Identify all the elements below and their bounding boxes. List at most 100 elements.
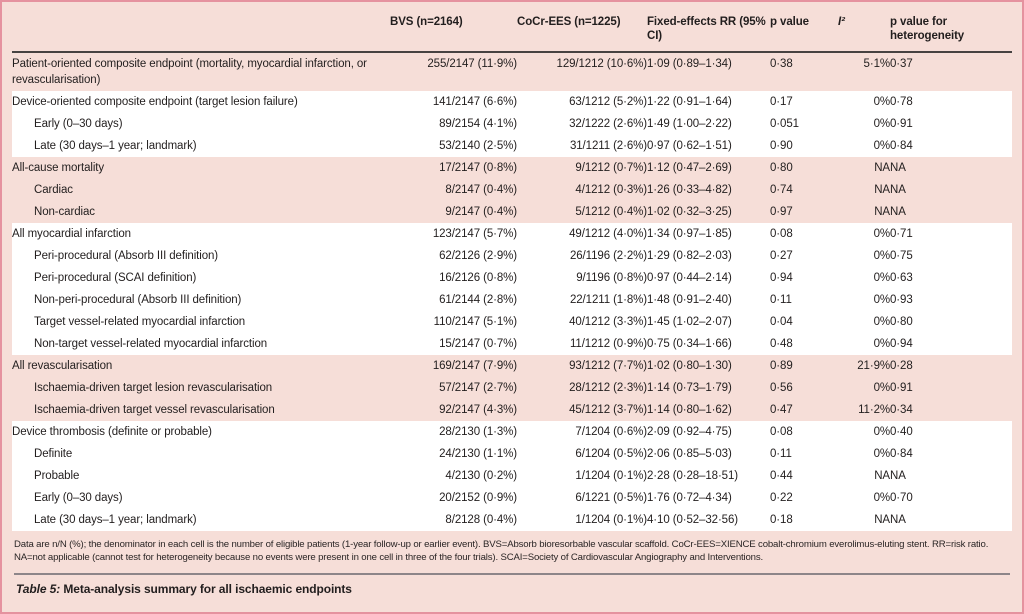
cell-cocr_ees: 63/1212 (5·2%) <box>569 96 647 108</box>
cell-p_value: 0·051 <box>770 118 799 130</box>
cell-i2: NA <box>874 162 890 174</box>
cell-cocr_ees: 5/1212 (0·4%) <box>575 206 647 218</box>
cell-rr: 0·97 (0·62–1·51) <box>647 140 732 152</box>
cell-p_het: 0·84 <box>890 140 913 152</box>
cell-p_het: 0·75 <box>890 250 913 262</box>
row-label: Ischaemia-driven target vessel revascula… <box>34 404 275 416</box>
cell-i2: 0% <box>873 382 891 394</box>
cell-bvs: 255/2147 (11·9%) <box>427 58 517 70</box>
cell-i2: 0% <box>873 272 891 284</box>
cell-i2: 0% <box>873 250 891 262</box>
table-row: Peri-procedural (SCAI definition) 16/2126… <box>12 267 1012 289</box>
cell-p_value: 0·94 <box>770 272 793 284</box>
cell-i2: 0% <box>873 294 891 306</box>
row-label: Early (0–30 days) <box>34 118 123 130</box>
column-header-p_value: p value <box>770 16 809 28</box>
cell-bvs: 8/2128 (0·4%) <box>445 514 517 526</box>
cell-p_value: 0·11 <box>770 448 792 460</box>
cell-rr: 1·34 (0·97–1·85) <box>647 228 732 240</box>
cell-i2: 0% <box>873 118 891 130</box>
cell-p_value: 0·47 <box>770 404 793 416</box>
table-row: Cardiac 8/2147 (0·4%) 4/1212 (0·3%) 1·26 (0… <box>12 179 1012 201</box>
cell-cocr_ees: 6/1204 (0·5%) <box>575 448 647 460</box>
cell-cocr_ees: 49/1212 (4·0%) <box>569 228 647 240</box>
row-label: Non-target vessel-related myocardial inf… <box>34 338 268 350</box>
cell-p_het: 0·40 <box>890 426 913 438</box>
cell-rr: 1·76 (0·72–4·34) <box>647 492 732 504</box>
cell-i2: 0% <box>873 316 891 328</box>
cell-p_value: 0·22 <box>770 492 793 504</box>
row-label: Patient-oriented composite endpoint (mor… <box>12 58 367 86</box>
row-label: Definite <box>34 448 73 460</box>
cell-p_het: 0·78 <box>890 96 913 108</box>
cell-p_het: 0·63 <box>890 272 913 284</box>
cell-cocr_ees: 28/1212 (2·3%) <box>569 382 647 394</box>
cell-bvs: 92/2147 (4·3%) <box>439 404 517 416</box>
table-row: All revascularisation 169/2147 (7·9%) 93/1… <box>12 355 1012 377</box>
cell-p_value: 0·90 <box>770 140 793 152</box>
cell-p_value: 0·44 <box>770 470 793 482</box>
cell-p_value: 0·08 <box>770 228 793 240</box>
table-header-row: BVS (n=2164) CoCr-EES (n=1225) Fixed-effec… <box>12 10 1012 52</box>
cell-p_het: 0·94 <box>890 338 913 350</box>
cell-cocr_ees: 1/1204 (0·1%) <box>575 514 647 526</box>
cell-p_het: 0·80 <box>890 316 913 328</box>
cell-cocr_ees: 40/1212 (3·3%) <box>569 316 647 328</box>
cell-p_value: 0·18 <box>770 514 793 526</box>
cell-rr: 1·02 (0·80–1·30) <box>647 360 732 372</box>
cell-bvs: 57/2147 (2·7%) <box>439 382 517 394</box>
cell-p_value: 0·56 <box>770 382 793 394</box>
cell-bvs: 17/2147 (0·8%) <box>439 162 517 174</box>
column-header-cocr_ees: CoCr-EES (n=1225) <box>517 16 621 28</box>
cell-rr: 4·10 (0·52–32·56) <box>647 514 738 526</box>
cell-p_het: 0·28 <box>890 360 913 372</box>
column-header-endpoint <box>12 10 390 52</box>
cell-rr: 2·28 (0·28–18·51) <box>647 470 738 482</box>
cell-bvs: 62/2126 (2·9%) <box>439 250 517 262</box>
cell-p_het: 0·70 <box>890 492 913 504</box>
caption-number: Table 5: <box>16 582 61 596</box>
cell-i2: 11·2% <box>858 404 890 416</box>
cell-rr: 2·09 (0·92–4·75) <box>647 426 732 438</box>
cell-bvs: 4/2130 (0·2%) <box>445 470 517 482</box>
cell-rr: 0·97 (0·44–2·14) <box>647 272 732 284</box>
table-row: Non-peri-procedural (Absorb III definiti… <box>12 289 1012 311</box>
cell-i2: NA <box>874 470 890 482</box>
cell-bvs: 141/2147 (6·6%) <box>432 96 517 108</box>
cell-p_het: 0·37 <box>890 58 913 70</box>
cell-cocr_ees: 129/1212 (10·6%) <box>556 58 648 70</box>
cell-bvs: 110/2147 (5·1%) <box>433 316 517 328</box>
column-header-p_het: p value for heterogeneity <box>890 16 965 42</box>
cell-bvs: 16/2126 (0·8%) <box>439 272 517 284</box>
table-row: All myocardial infarction 123/2147 (5·7%)… <box>12 223 1012 245</box>
cell-bvs: 9/2147 (0·4%) <box>445 206 517 218</box>
cell-rr: 1·29 (0·82–2·03) <box>647 250 732 262</box>
cell-p_value: 0·74 <box>770 184 793 196</box>
cell-bvs: 61/2144 (2·8%) <box>439 294 517 306</box>
table-row: Early (0–30 days) 20/2152 (0·9%) 6/1221 (0… <box>12 487 1012 509</box>
table-row: Definite 24/2130 (1·1%) 6/1204 (0·5%) 2·06 … <box>12 443 1012 465</box>
cell-i2: NA <box>874 184 890 196</box>
row-label: Ischaemia-driven target lesion revascula… <box>34 382 273 394</box>
cell-cocr_ees: 22/1211 (1·8%) <box>569 294 647 306</box>
table-row: Non-cardiac 9/2147 (0·4%) 5/1212 (0·4%) 1·0… <box>12 201 1012 223</box>
cell-bvs: 28/2130 (1·3%) <box>439 426 517 438</box>
row-label: All myocardial infarction <box>12 228 131 240</box>
cell-i2: 0% <box>873 96 891 108</box>
meta-analysis-table: BVS (n=2164) CoCr-EES (n=1225) Fixed-effec… <box>12 10 1012 531</box>
cell-p_value: 0·27 <box>770 250 793 262</box>
cell-p_value: 0·89 <box>770 360 793 372</box>
row-label: Peri-procedural (SCAI definition) <box>34 272 197 284</box>
cell-rr: 1·22 (0·91–1·64) <box>647 96 732 108</box>
cell-p_het: 0·93 <box>890 294 913 306</box>
cell-p_value: 0·11 <box>770 294 792 306</box>
cell-p_het: NA <box>890 514 906 526</box>
cell-rr: 1·49 (1·00–2·22) <box>647 118 732 130</box>
cell-i2: 0% <box>873 228 891 240</box>
row-label: Late (30 days–1 year; landmark) <box>34 514 197 526</box>
cell-cocr_ees: 93/1212 (7·7%) <box>569 360 647 372</box>
cell-p_value: 0·38 <box>770 58 793 70</box>
cell-cocr_ees: 9/1212 (0·7%) <box>575 162 647 174</box>
cell-i2: 21·9% <box>857 360 890 372</box>
